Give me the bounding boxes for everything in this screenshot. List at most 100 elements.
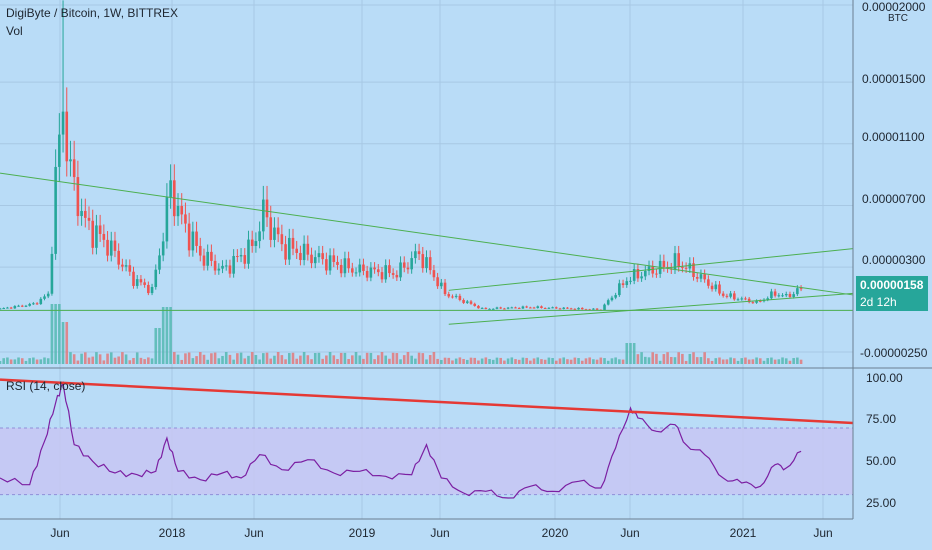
- candle-body: [184, 214, 187, 224]
- candle-body: [280, 234, 284, 245]
- rsi-tick: 100.00: [866, 371, 903, 385]
- candle-body: [770, 291, 773, 299]
- volume-bar: [50, 304, 54, 364]
- volume-bar: [69, 352, 72, 364]
- volume-bar: [443, 357, 447, 364]
- volume-bar: [321, 358, 324, 364]
- candle-body: [210, 251, 213, 261]
- volume-bar: [9, 359, 13, 364]
- volume-bar: [191, 358, 195, 364]
- volume-bar: [629, 343, 632, 364]
- volume-bar: [269, 358, 273, 364]
- volume-bar: [451, 360, 454, 364]
- volume-bar: [699, 357, 703, 364]
- volume-bar: [540, 359, 543, 364]
- volume-bar: [614, 357, 617, 364]
- candle-body: [284, 244, 287, 260]
- candle-body: [796, 288, 799, 295]
- volume-bar: [462, 358, 465, 364]
- volume-bar: [224, 352, 228, 364]
- volume-bar: [469, 357, 473, 364]
- candle-body: [399, 262, 402, 278]
- volume-bar: [328, 352, 332, 364]
- volume-bar: [651, 352, 655, 364]
- candle-body: [154, 269, 158, 288]
- candle-body: [529, 307, 532, 309]
- candle-body: [532, 307, 536, 309]
- volume-bar: [465, 359, 469, 364]
- volume-bar: [747, 359, 751, 364]
- current-price-tag: 0.00000158: [856, 276, 928, 294]
- price-tick: 0.00001100: [862, 130, 925, 144]
- candle-body: [195, 231, 198, 246]
- volume-bar: [135, 352, 139, 364]
- volume-label[interactable]: Vol: [6, 24, 23, 38]
- volume-bar: [84, 352, 87, 364]
- candle-body: [521, 306, 525, 309]
- candle-body: [695, 277, 699, 279]
- volume-bar: [555, 360, 558, 364]
- volume-bar: [306, 355, 310, 364]
- candle-body: [440, 282, 443, 287]
- volume-bar: [310, 359, 313, 364]
- volume-bar: [154, 328, 158, 364]
- price-tick: -0.00000250: [860, 346, 928, 360]
- candle-body: [358, 264, 362, 273]
- volume-bar: [677, 352, 680, 364]
- candle-body: [147, 284, 150, 294]
- volume-bar: [414, 358, 417, 364]
- volume-bar: [13, 359, 17, 364]
- candle-body: [273, 227, 276, 240]
- volume-bar: [176, 354, 180, 364]
- candle-body: [161, 241, 165, 256]
- rsi-pane[interactable]: [0, 378, 854, 499]
- candle-body: [425, 257, 428, 269]
- price-trendlines[interactable]: [0, 172, 854, 325]
- candle-body: [198, 245, 202, 256]
- candle-body: [72, 159, 76, 178]
- volume-bar: [369, 352, 373, 364]
- volume-bar: [577, 358, 580, 364]
- candle-body: [458, 295, 462, 300]
- candle-body: [491, 308, 495, 310]
- volume-bar: [232, 359, 235, 364]
- volume-bar: [336, 359, 339, 364]
- volume-bar: [198, 352, 202, 364]
- candle-body: [632, 269, 636, 281]
- volume-bar: [317, 352, 321, 364]
- rsi-tick: 75.00: [866, 412, 896, 426]
- symbol-title[interactable]: DigiByte / Bitcoin, 1W, BITTREX: [6, 6, 179, 20]
- candle-body: [562, 307, 566, 309]
- volume-bar: [65, 322, 69, 364]
- volume-bar: [410, 355, 413, 364]
- candle-body: [584, 309, 588, 311]
- rsi-label[interactable]: RSI (14, close): [6, 379, 86, 393]
- volume-bar: [666, 352, 669, 364]
- volume-bar: [532, 358, 536, 364]
- volume-bar: [758, 358, 762, 364]
- candle-body: [165, 197, 169, 242]
- time-tick: 2018: [159, 526, 186, 540]
- volume-bar: [592, 359, 595, 364]
- candle-body: [406, 267, 410, 270]
- volume-bar: [388, 358, 391, 364]
- candle-body: [295, 248, 298, 253]
- candle-body: [555, 307, 558, 309]
- candle-body: [465, 301, 469, 303]
- candle-body: [640, 276, 643, 279]
- volume-bar: [354, 352, 358, 364]
- price-candles[interactable]: [0, 0, 803, 311]
- candle-body: [317, 253, 321, 258]
- volume-bar: [287, 353, 291, 364]
- volume-bar: [254, 354, 258, 364]
- candle-body: [213, 260, 217, 271]
- volume-bar: [43, 357, 46, 364]
- volume-bar: [195, 356, 198, 364]
- candle-body: [17, 305, 20, 307]
- volume-bar: [707, 358, 710, 364]
- volume-bar: [46, 358, 50, 364]
- volume-bar: [733, 358, 736, 364]
- volume-bar: [506, 358, 510, 364]
- candle-body: [788, 293, 792, 297]
